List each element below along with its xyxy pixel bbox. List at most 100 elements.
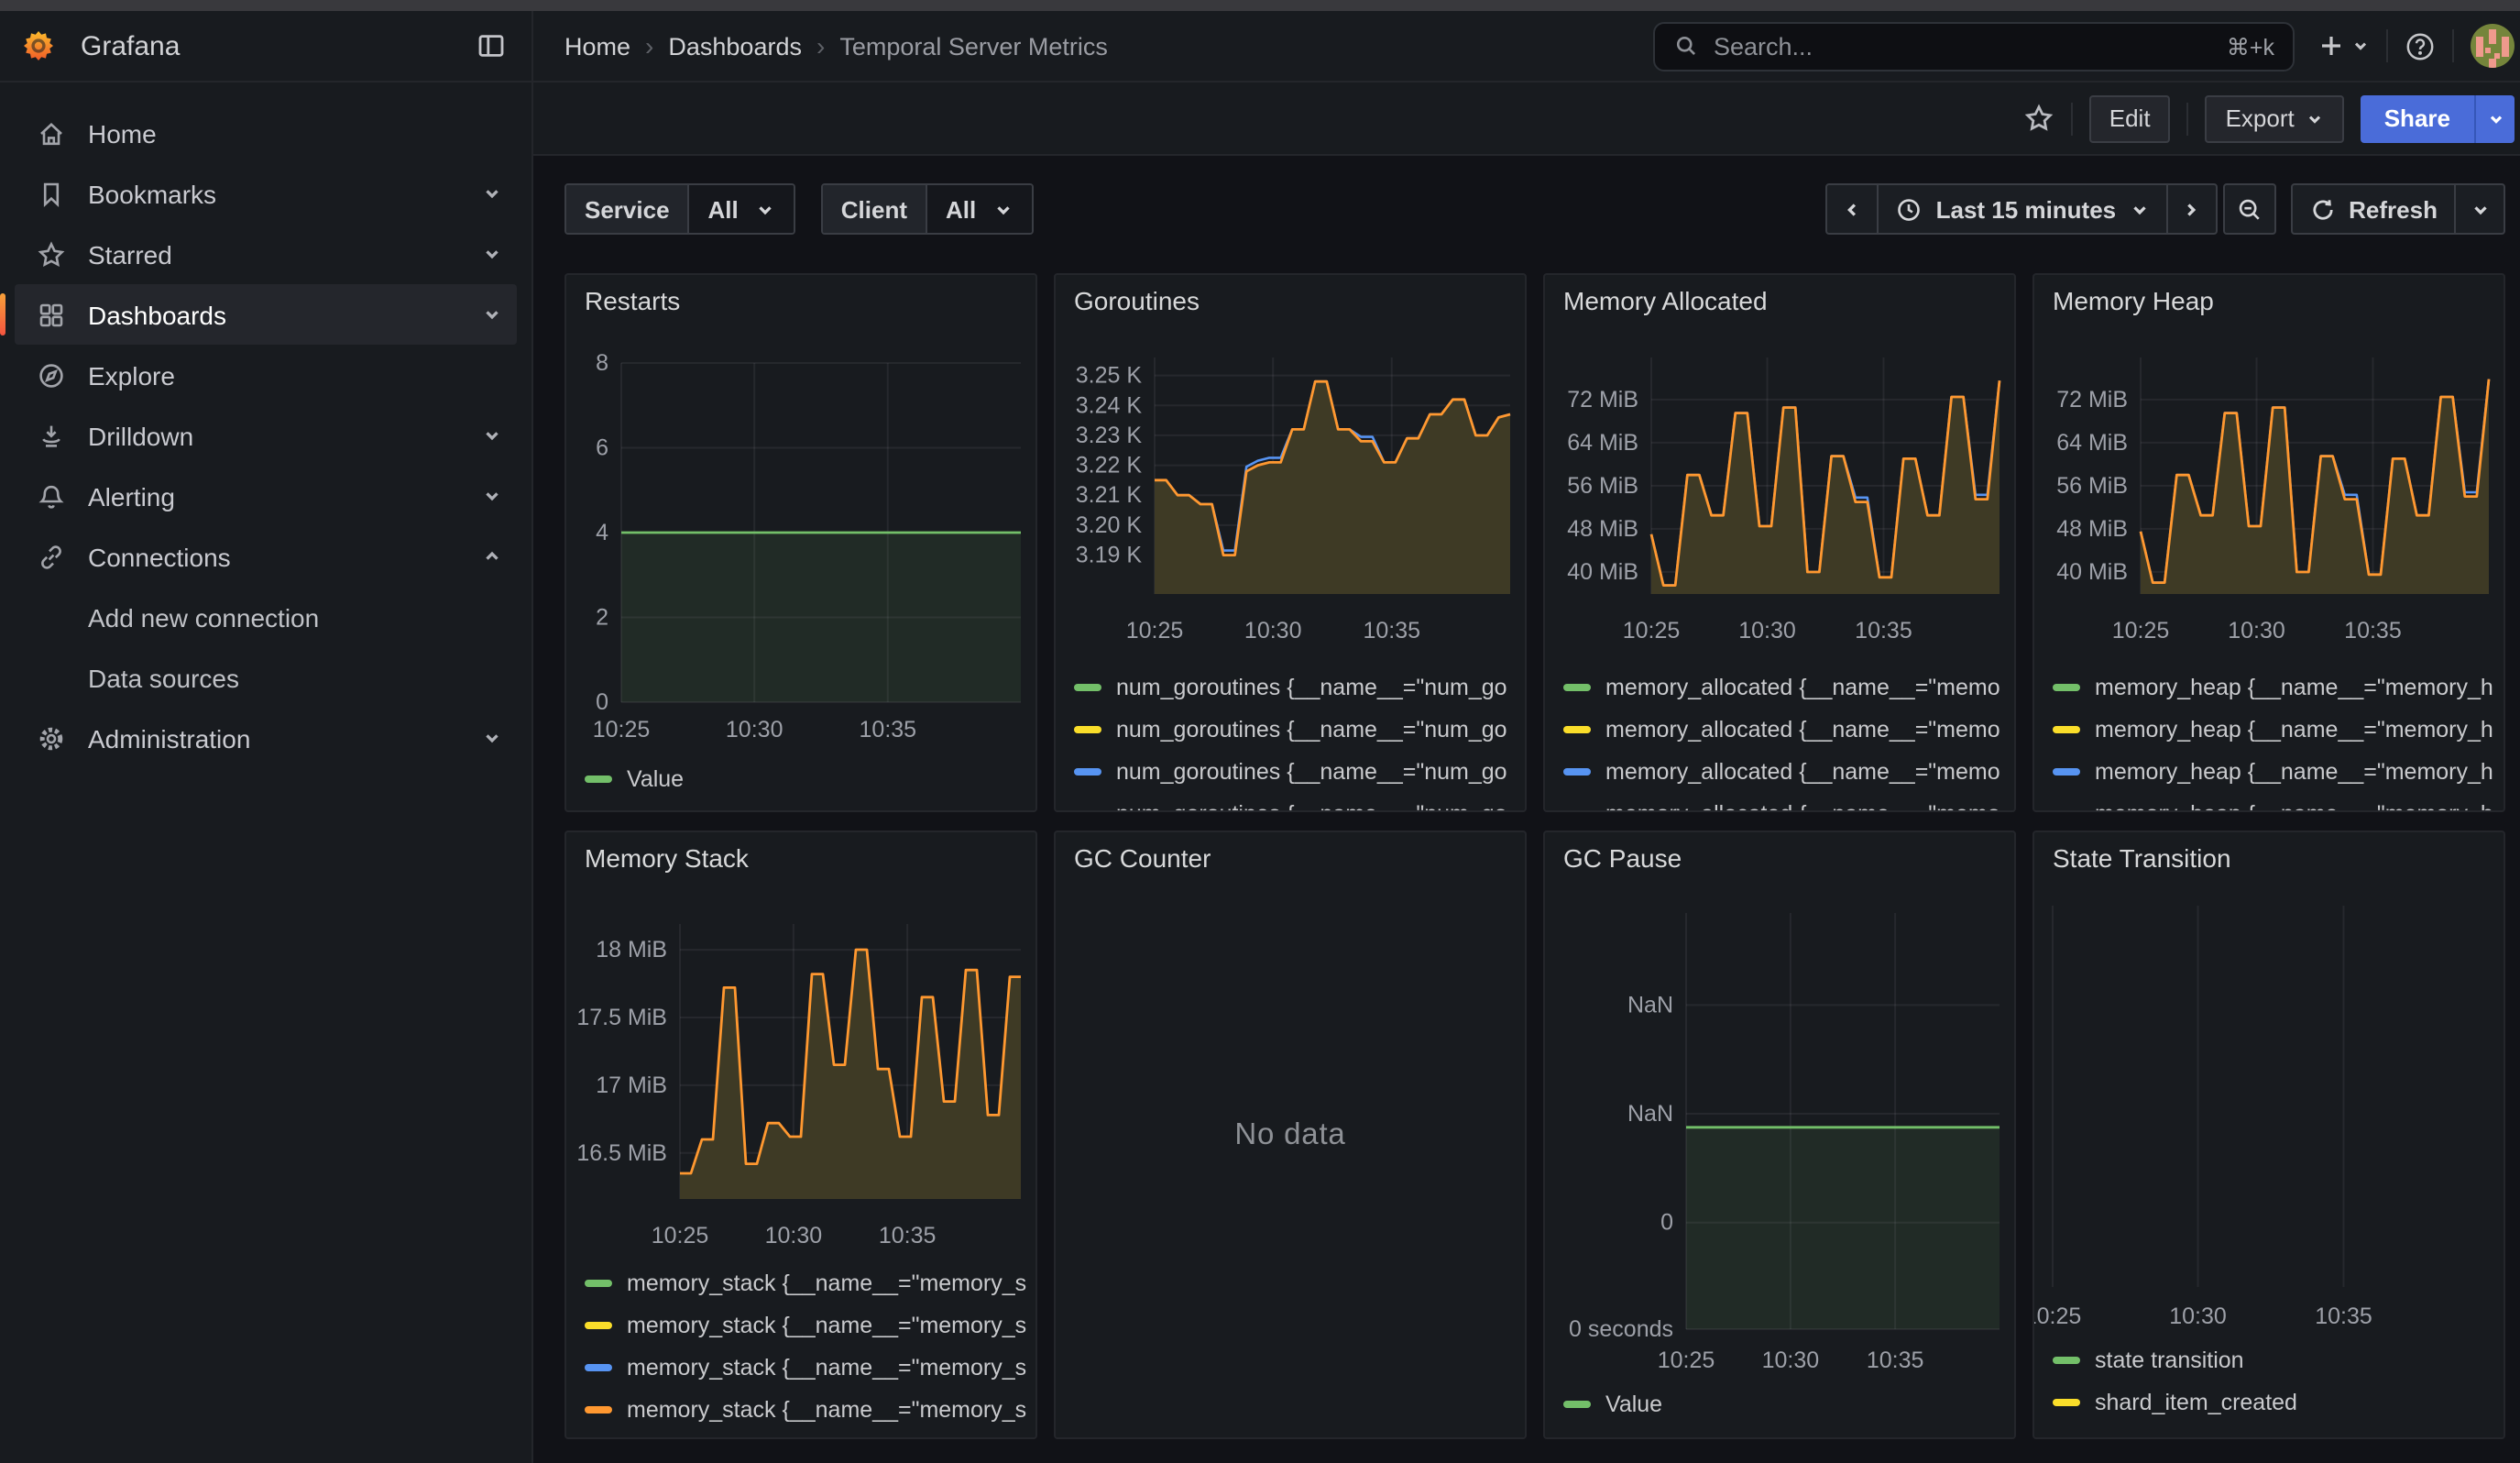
chevron-down-icon[interactable]: [482, 244, 502, 264]
legend-item[interactable]: memory_heap {__name__="memory_h: [2053, 798, 2494, 810]
sidebar-item-label: Drilldown: [88, 421, 194, 450]
legend-item[interactable]: memory_stack {__name__="memory_s: [585, 1351, 1026, 1382]
chevron-down-icon[interactable]: [482, 425, 502, 446]
time-controls: Last 15 minutes: [1825, 183, 2505, 235]
breadcrumb-home[interactable]: Home: [564, 32, 631, 60]
sidebar-item-data-sources[interactable]: Data sources: [15, 647, 517, 708]
refresh-button[interactable]: Refresh: [2292, 185, 2454, 233]
sidebar-item-label: Explore: [88, 360, 175, 390]
sidebar-item-alerting[interactable]: Alerting: [15, 466, 517, 526]
legend-series-marker: [585, 775, 612, 782]
brand-title: Grafana: [81, 30, 181, 61]
legend-item[interactable]: state transition: [2053, 1344, 2494, 1375]
svg-text:10:30: 10:30: [726, 717, 783, 742]
chart-memory-allocated[interactable]: 10:25 10:30 10:35 72 MiB 64 MiB 56 MiB 48 MiB 4…: [1545, 275, 2014, 810]
legend-item[interactable]: Value: [585, 763, 1026, 794]
share-dropdown-button[interactable]: [2474, 94, 2515, 142]
sidebar-item-bookmarks[interactable]: Bookmarks: [15, 163, 517, 224]
legend-item[interactable]: num_goroutines {__name__="num_go: [1074, 755, 1516, 786]
chart-goroutines[interactable]: 10:25 10:30 10:35 3.25 K 3.24 K 3.23 K 3.22 K 3…: [1056, 275, 1525, 810]
sidebar-item-administration[interactable]: Administration: [15, 708, 517, 768]
search-placeholder: Search...: [1714, 32, 1813, 60]
dock-sidebar-icon[interactable]: [477, 31, 506, 60]
chevron-down-icon[interactable]: [482, 728, 502, 748]
search-input[interactable]: Search... ⌘+k: [1653, 21, 2295, 71]
panel-title-gc-pause[interactable]: GC Pause: [1563, 843, 1682, 873]
legend-series-label: memory_allocated {__name__="memo: [1605, 800, 2000, 810]
legend-item[interactable]: num_goroutines {__name__="num_go: [1074, 671, 1516, 702]
svg-text:10:25: 10:25: [2034, 1304, 2081, 1329]
legend-item[interactable]: memory_allocated {__name__="memo: [1563, 671, 2005, 702]
svg-text:16.5 MiB: 16.5 MiB: [576, 1140, 667, 1166]
panel-title-memory-stack[interactable]: Memory Stack: [585, 843, 749, 873]
panel-title-restarts[interactable]: Restarts: [585, 286, 681, 315]
help-icon[interactable]: [2405, 30, 2436, 61]
chart-memory-heap[interactable]: 10:25 10:30 10:35 72 MiB 64 MiB 56 MiB 48 MiB 4…: [2034, 275, 2504, 810]
drilldown-icon: [37, 421, 66, 450]
bell-icon: [37, 481, 66, 511]
chevron-down-icon: [996, 205, 1009, 214]
legend-item[interactable]: memory_allocated {__name__="memo: [1563, 798, 2005, 810]
panel-title-state-transition[interactable]: State Transition: [2053, 843, 2231, 873]
add-new-button[interactable]: [2317, 31, 2370, 60]
favorite-star-icon[interactable]: [2023, 103, 2054, 134]
bookmark-icon: [37, 179, 66, 208]
panel-title-memory-heap[interactable]: Memory Heap: [2053, 286, 2214, 315]
sidebar-item-dashboards[interactable]: Dashboards: [0, 284, 517, 345]
zoom-out-button[interactable]: [2224, 185, 2273, 233]
chart-gc-pause[interactable]: 10:25 10:30 10:35 NaN NaN 0 0 seconds: [1545, 832, 2014, 1437]
chevron-down-icon[interactable]: [482, 486, 502, 506]
legend-item[interactable]: num_goroutines {__name__="num_go: [1074, 713, 1516, 744]
legend-item[interactable]: memory_heap {__name__="memory_h: [2053, 671, 2494, 702]
legend-item[interactable]: num_goroutines {__name__="num_go: [1074, 798, 1516, 810]
chevron-up-icon[interactable]: [482, 546, 502, 566]
sidebar-item-home[interactable]: Home: [15, 103, 517, 163]
legend-series-label: Value: [627, 765, 685, 791]
legend-item[interactable]: memory_stack {__name__="memory_s: [585, 1267, 1026, 1298]
panel-title-gc-counter[interactable]: GC Counter: [1074, 843, 1211, 873]
legend-series-marker: [1563, 809, 1591, 810]
panel-title-goroutines[interactable]: Goroutines: [1074, 286, 1200, 315]
share-button[interactable]: Share: [2360, 94, 2474, 142]
sidebar-item-drilldown[interactable]: Drilldown: [15, 405, 517, 466]
export-button[interactable]: Export: [2205, 94, 2344, 142]
service-variable[interactable]: Service All: [564, 183, 795, 235]
panel-title-memory-allocated[interactable]: Memory Allocated: [1563, 286, 1768, 315]
client-value-dropdown[interactable]: All: [926, 185, 1032, 233]
divider: [2186, 102, 2189, 135]
legend-series-marker: [2053, 1356, 2080, 1363]
service-value-dropdown[interactable]: All: [687, 185, 794, 233]
legend-item[interactable]: memory_stack {__name__="memory_s: [585, 1393, 1026, 1424]
refresh-interval-dropdown[interactable]: [2454, 185, 2504, 233]
chevron-down-icon: [486, 190, 499, 199]
legend-item[interactable]: memory_allocated {__name__="memo: [1563, 755, 2005, 786]
legend-series-label: memory_stack {__name__="memory_s: [627, 1270, 1026, 1295]
sidebar-item-explore[interactable]: Explore: [15, 345, 517, 405]
edit-button[interactable]: Edit: [2088, 94, 2171, 142]
chart-memory-stack[interactable]: 10:25 10:30 10:35 18 MiB 17.5 MiB 17 MiB 16.5 …: [566, 832, 1035, 1437]
legend-item[interactable]: shard_item_created: [2053, 1386, 2494, 1417]
sidebar-item-label: Administration: [88, 723, 251, 753]
time-shift-forward-button[interactable]: [2165, 185, 2215, 233]
time-shift-back-button[interactable]: [1828, 185, 1878, 233]
legend-item[interactable]: memory_stack {__name__="memory_s: [585, 1309, 1026, 1340]
chart-restarts[interactable]: 10:25 10:30 10:35 8 6 4 2 0: [566, 275, 1035, 810]
chart-state-transition[interactable]: 10:25 10:30 10:35: [2034, 832, 2504, 1437]
panel-memory-allocated: Memory Allocated 10:25 10:30 10:35 72 MiB 64 …: [1543, 273, 2016, 812]
avatar[interactable]: [2471, 24, 2515, 68]
sidebar-item-connections[interactable]: Connections: [15, 526, 517, 587]
legend-item[interactable]: memory_allocated {__name__="memo: [1563, 713, 2005, 744]
client-variable[interactable]: Client All: [820, 183, 1034, 235]
sidebar-item-add-new-connection[interactable]: Add new connection: [15, 587, 517, 647]
legend-item[interactable]: memory_heap {__name__="memory_h: [2053, 755, 2494, 786]
legend-item[interactable]: memory_heap {__name__="memory_h: [2053, 713, 2494, 744]
legend-item[interactable]: Value: [1563, 1388, 2005, 1419]
time-range-picker[interactable]: Last 15 minutes: [1877, 185, 2166, 233]
chevron-down-icon[interactable]: [482, 183, 502, 204]
sidebar-item-starred[interactable]: Starred: [15, 224, 517, 284]
grafana-logo-icon[interactable]: [22, 29, 55, 62]
breadcrumb-dashboards[interactable]: Dashboards: [668, 32, 802, 60]
chevron-down-icon[interactable]: [482, 304, 502, 324]
legend-series-label: num_goroutines {__name__="num_go: [1116, 758, 1507, 784]
